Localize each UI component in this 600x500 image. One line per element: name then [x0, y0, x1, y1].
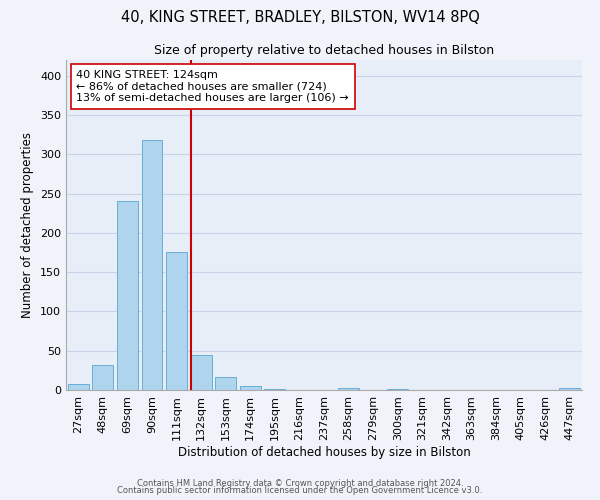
Bar [265, 389, 286, 390]
Bar [387, 389, 408, 390]
Bar [191, 354, 212, 390]
Y-axis label: Number of detached properties: Number of detached properties [22, 132, 34, 318]
Text: Contains HM Land Registry data © Crown copyright and database right 2024.: Contains HM Land Registry data © Crown c… [137, 478, 463, 488]
Bar [559, 388, 580, 390]
Bar [215, 376, 236, 390]
Bar [68, 384, 89, 390]
Bar [166, 252, 187, 390]
Text: Contains public sector information licensed under the Open Government Licence v3: Contains public sector information licen… [118, 486, 482, 495]
Text: 40, KING STREET, BRADLEY, BILSTON, WV14 8PQ: 40, KING STREET, BRADLEY, BILSTON, WV14 … [121, 10, 479, 25]
Title: Size of property relative to detached houses in Bilston: Size of property relative to detached ho… [154, 44, 494, 58]
Bar [240, 386, 261, 390]
Bar [142, 140, 163, 390]
Text: 40 KING STREET: 124sqm
← 86% of detached houses are smaller (724)
13% of semi-de: 40 KING STREET: 124sqm ← 86% of detached… [76, 70, 349, 103]
Bar [117, 202, 138, 390]
Bar [338, 388, 359, 390]
X-axis label: Distribution of detached houses by size in Bilston: Distribution of detached houses by size … [178, 446, 470, 458]
Bar [92, 365, 113, 390]
